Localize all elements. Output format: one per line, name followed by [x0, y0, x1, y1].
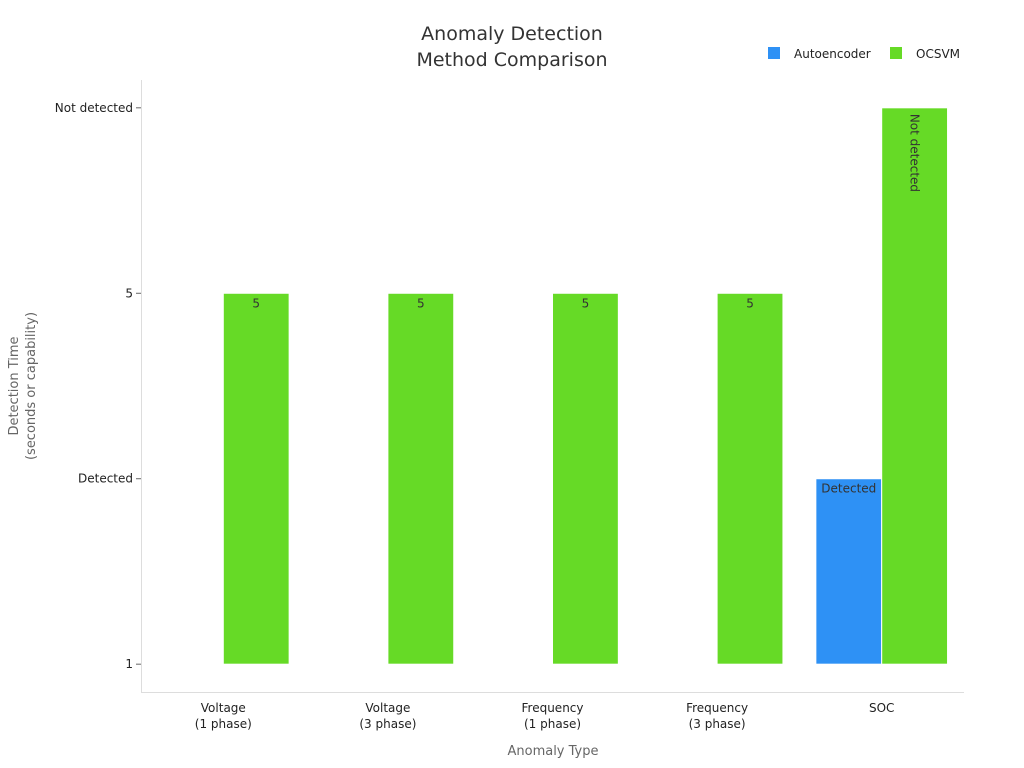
x-tick-label: (3 phase)	[359, 717, 416, 731]
bar-labels: Detected 5 5 5 5 Not detected	[252, 114, 921, 496]
bar-data-label: Not detected	[908, 114, 922, 192]
x-tick-label: Frequency	[522, 701, 584, 715]
y-tick-label: Detected	[78, 472, 133, 486]
x-tick-label: Voltage	[365, 701, 410, 715]
x-tick-label: SOC	[869, 701, 894, 715]
chart-title-line-2: Method Comparison	[416, 49, 607, 71]
bar-ocsvm	[222, 292, 290, 665]
y-axis-title: Detection Time (seconds or capability)	[7, 312, 39, 460]
x-tick-label: Frequency	[686, 701, 748, 715]
bar-data-label: 5	[582, 296, 590, 310]
x-axis-title: Anomaly Type	[507, 744, 598, 759]
bar-ocsvm	[716, 292, 784, 665]
x-tick-label: (1 phase)	[195, 717, 252, 731]
legend-label-ocsvm: OCSVM	[916, 47, 960, 61]
bar-ocsvm	[387, 292, 455, 665]
y-tick-label: Not detected	[55, 101, 133, 115]
bar-autoencoder	[815, 478, 883, 665]
legend-swatch-ocsvm	[890, 47, 902, 59]
legend-label-autoencoder: Autoencoder	[794, 47, 871, 61]
y-tick-label: 5	[125, 286, 133, 300]
bars	[222, 107, 949, 665]
y-axis-title-line-2: (seconds or capability)	[24, 312, 39, 460]
legend: Autoencoder OCSVM	[768, 47, 960, 61]
bar-ocsvm	[881, 107, 949, 665]
legend-swatch-autoencoder	[768, 47, 780, 59]
y-ticks: 1 Detected 5 Not detected	[55, 101, 141, 671]
y-tick-label: 1	[125, 657, 133, 671]
bar-data-label: Detected	[821, 482, 876, 496]
y-axis-title-line-1: Detection Time	[7, 336, 22, 435]
bar-ocsvm	[552, 292, 619, 665]
chart-title-line-1: Anomaly Detection	[421, 23, 603, 45]
bar-data-label: 5	[252, 296, 260, 310]
x-tick-label: Voltage	[201, 701, 246, 715]
x-tick-label: (3 phase)	[689, 717, 746, 731]
bar-data-label: 5	[417, 296, 425, 310]
axes	[141, 80, 964, 693]
x-ticks: Voltage (1 phase) Voltage (3 phase) Frequenc…	[195, 701, 895, 731]
bar-data-label: 5	[746, 296, 754, 310]
x-tick-label: (1 phase)	[524, 717, 581, 731]
chart-title: Anomaly Detection Method Comparison	[416, 23, 607, 71]
